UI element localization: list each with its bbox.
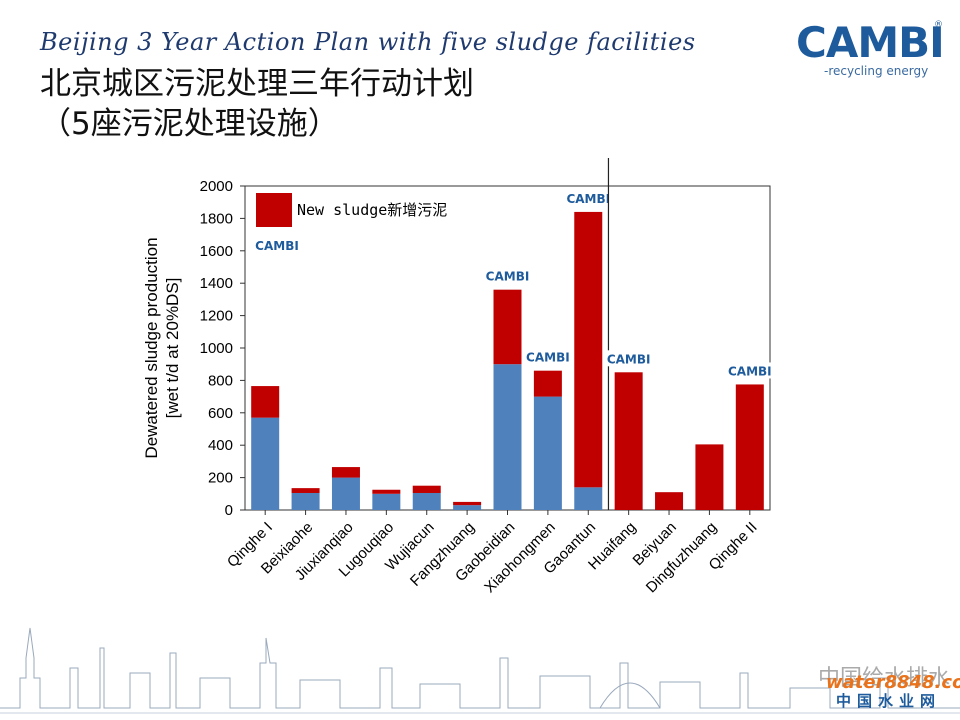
cambi-badge-bg — [604, 350, 653, 367]
bar-existing — [453, 505, 482, 510]
bar-new — [574, 211, 603, 488]
y-tick-label: 1200 — [200, 308, 233, 325]
city-skyline-illustration — [0, 627, 960, 714]
bar-existing — [574, 487, 603, 510]
title-english: Beijing 3 Year Action Plan with five slu… — [40, 28, 696, 56]
cambi-badge: CAMBI — [728, 364, 772, 378]
bar-new — [453, 501, 482, 506]
bar-new — [372, 489, 401, 494]
cambi-badge: CAMBI — [486, 270, 530, 284]
bar-existing — [291, 492, 320, 510]
y-tick-label: 800 — [208, 372, 233, 389]
cambi-badge: CAMBI — [566, 192, 610, 206]
cambi-badge: CAMBI — [607, 352, 651, 366]
y-tick-label: 1800 — [200, 210, 233, 227]
bar-new — [695, 444, 724, 510]
watermark-text: 中国给水排水 — [817, 666, 950, 691]
subtitle-chinese: （5座污泥处理设施） — [40, 106, 339, 142]
bar-existing — [372, 493, 401, 510]
bar-new — [251, 386, 280, 418]
bar-new — [533, 370, 562, 397]
bar-existing — [533, 396, 562, 510]
bar-existing — [493, 364, 522, 510]
cambi-badge-bg — [564, 189, 613, 206]
sludge-bar-chart: 0 200 400 600 800 1000 1200 1400 1600 1800 2000 Dew… — [142, 158, 774, 597]
y-tick-label: 200 — [208, 470, 233, 487]
cambi-logo-tagline: -recycling energy — [824, 64, 929, 78]
y-tick-label: 0 — [225, 502, 233, 519]
bar-new — [412, 485, 441, 493]
cambi-badge-bg — [483, 267, 532, 284]
y-axis-label-units: [wet t/d at 20%DS] — [163, 278, 182, 419]
y-tick-label: 1400 — [200, 275, 233, 292]
bar-new — [493, 289, 522, 365]
y-tick-label: 1600 — [200, 243, 233, 260]
title-chinese: 北京城区污泥处理三年行动计划 — [40, 66, 474, 102]
bar-new — [331, 467, 360, 478]
bar-new — [291, 488, 320, 493]
bar-new — [655, 492, 684, 510]
cambi-badge-bg — [725, 362, 774, 379]
cambi-logo: CAMBI ® -recycling energy — [796, 18, 946, 80]
bar-existing — [251, 417, 280, 510]
legend-cambi-badge: CAMBI — [255, 239, 299, 253]
y-tick-label: 1000 — [200, 340, 233, 357]
bar-existing — [412, 492, 441, 510]
bar-new — [735, 384, 764, 510]
legend-swatch-new — [256, 193, 292, 227]
cambi-badge: CAMBI — [526, 351, 570, 365]
y-tick-label: 400 — [208, 437, 233, 454]
y-tick-label: 2000 — [200, 178, 233, 195]
legend-cambi-badge-bg — [253, 237, 301, 253]
y-axis-label: Dewatered sludge production — [142, 237, 161, 458]
bar-new — [614, 372, 643, 510]
watermark-brand: water8848.com — [826, 672, 960, 693]
cambi-badge-bg — [523, 348, 572, 365]
y-tick-label: 600 — [208, 405, 233, 422]
bar-existing — [331, 477, 360, 510]
cambi-logo-text: CAMBI — [796, 18, 945, 67]
legend-label-new: New sludge新增污泥 — [297, 201, 447, 219]
watermark-site: 中国水业网 — [836, 692, 942, 710]
cambi-logo-registered: ® — [934, 20, 943, 30]
